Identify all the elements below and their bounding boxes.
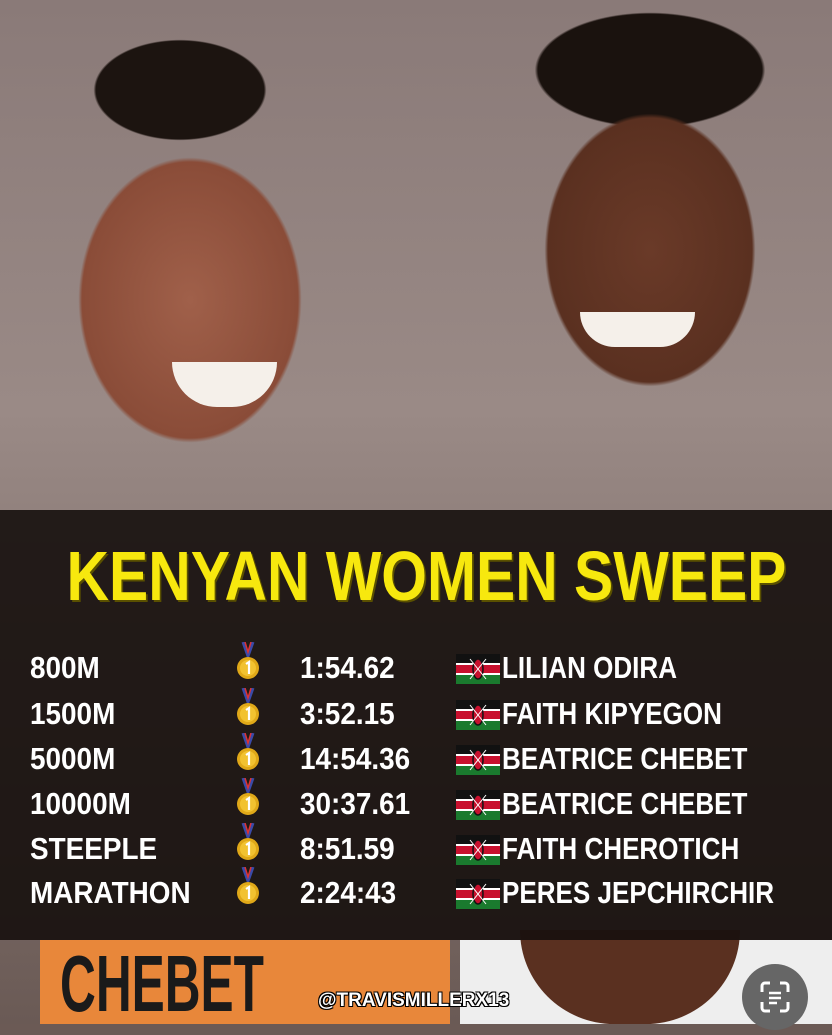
- winning-time: 30:37.61: [300, 786, 411, 821]
- winning-time: 8:51.59: [300, 831, 395, 866]
- winning-time: 3:52.15: [300, 696, 395, 731]
- result-row: 1500M 3:52.15 FAITH KIPYEGON: [0, 687, 832, 736]
- athlete-name: PERES JEPCHIRCHIR: [502, 875, 775, 910]
- result-row: 5000M 14:54.36 BEATRICE CHEBET: [0, 732, 832, 781]
- gold-medal-icon: [236, 777, 260, 818]
- gold-medal-icon: [236, 732, 260, 773]
- result-row: 800M 1:54.62 LILIAN ODIRA: [0, 641, 832, 690]
- athlete-name: FAITH KIPYEGON: [502, 696, 722, 731]
- gold-medal-icon: [236, 687, 260, 728]
- race-bib: [40, 940, 450, 1024]
- winning-time: 14:54.36: [300, 741, 411, 776]
- athlete-name: BEATRICE CHEBET: [502, 741, 748, 776]
- winning-time: 2:24:43: [300, 875, 397, 910]
- lens-scan-button[interactable]: [742, 964, 808, 1030]
- watermark-handle: @TRAVISMILLERX13: [318, 990, 510, 1011]
- event-name: 800M: [30, 650, 100, 685]
- result-row: 10000M 30:37.61 BEATRICE CHEBET: [0, 777, 832, 826]
- event-name: MARATHON: [30, 875, 191, 910]
- kenya-flag-icon: [456, 654, 500, 684]
- kenya-flag-icon: [456, 879, 500, 909]
- bib-text: CHEBET: [60, 939, 264, 1028]
- winning-time: 1:54.62: [300, 650, 395, 685]
- gold-medal-icon: [236, 641, 260, 682]
- event-name: STEEPLE: [30, 831, 158, 866]
- athlete-name: FAITH CHEROTICH: [502, 831, 740, 866]
- results-panel: [0, 510, 832, 940]
- scan-text-icon: [760, 981, 790, 1013]
- gold-medal-icon: [236, 822, 260, 863]
- event-name: 10000M: [30, 786, 131, 821]
- athlete-name: BEATRICE CHEBET: [502, 786, 748, 821]
- event-name: 5000M: [30, 741, 116, 776]
- headline: KENYAN WOMEN SWEEP: [66, 537, 787, 615]
- result-row: MARATHON 2:24:43 PERES JEPCHIRCHIR: [0, 866, 832, 915]
- smile: [580, 312, 695, 347]
- gold-medal-icon: [236, 866, 260, 907]
- kenya-flag-icon: [456, 745, 500, 775]
- kenya-flag-icon: [456, 835, 500, 865]
- kenya-flag-icon: [456, 700, 500, 730]
- result-row: STEEPLE 8:51.59 FAITH CHEROTICH: [0, 822, 832, 871]
- athlete-name: LILIAN ODIRA: [502, 650, 678, 685]
- event-name: 1500M: [30, 696, 116, 731]
- kenya-flag-icon: [456, 790, 500, 820]
